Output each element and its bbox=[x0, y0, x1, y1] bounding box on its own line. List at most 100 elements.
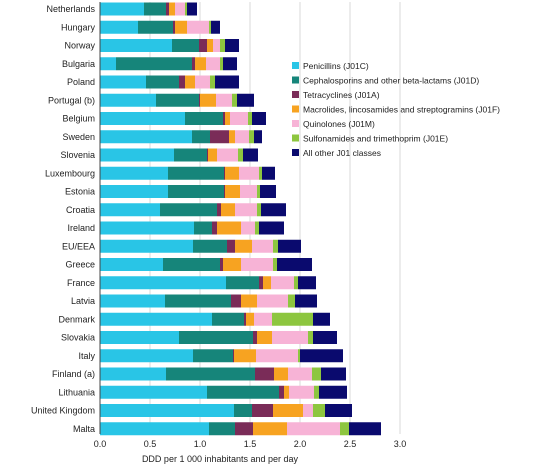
bar-segment bbox=[185, 75, 195, 89]
bar-segment bbox=[193, 349, 233, 363]
x-tick-label: 2.0 bbox=[294, 439, 307, 449]
bar-segment bbox=[100, 112, 185, 125]
bar-segment bbox=[226, 276, 259, 290]
bar-segment bbox=[192, 57, 195, 71]
bar-segment bbox=[166, 2, 169, 16]
bar-segment bbox=[100, 93, 156, 107]
bar-segment bbox=[223, 112, 225, 125]
bar-segment bbox=[277, 258, 312, 271]
bar-segment bbox=[254, 130, 262, 144]
bar-segment bbox=[100, 258, 163, 271]
bar-segment bbox=[195, 57, 206, 71]
bar-segment bbox=[212, 221, 217, 235]
legend-swatch bbox=[292, 76, 299, 84]
bar-segment bbox=[321, 367, 346, 381]
bar-segment bbox=[220, 57, 223, 71]
category-label: Finland (a) bbox=[52, 369, 95, 379]
bar-segment bbox=[174, 148, 207, 162]
bar-segment bbox=[225, 39, 239, 52]
bar-segment bbox=[221, 203, 235, 217]
category-label: Bulgaria bbox=[62, 59, 95, 69]
bar-segment bbox=[240, 185, 257, 198]
bar-segment bbox=[231, 294, 241, 308]
bar-segment bbox=[216, 93, 232, 107]
x-axis-title: DDD per 1 000 inhabitants and per day bbox=[142, 454, 299, 464]
bar-segment bbox=[232, 93, 237, 107]
bar-segment bbox=[192, 130, 210, 144]
bar-segment bbox=[273, 239, 278, 253]
bar-segment bbox=[246, 312, 254, 326]
bar-segment bbox=[208, 148, 217, 162]
bar-segment bbox=[217, 203, 221, 217]
bar-segment bbox=[284, 385, 289, 399]
bar-segment bbox=[249, 130, 254, 144]
bar-segment bbox=[259, 221, 284, 235]
bar-segment bbox=[100, 166, 168, 180]
bar-segment bbox=[209, 422, 235, 436]
bar-segment bbox=[100, 203, 160, 217]
bar-segment bbox=[255, 367, 274, 381]
bar-segment bbox=[230, 112, 248, 125]
bar-segment bbox=[100, 130, 192, 144]
bar-segment bbox=[199, 93, 200, 107]
bar-segment bbox=[194, 221, 212, 235]
legend-label: Sulfonamides and trimethoprim (J01E) bbox=[303, 134, 448, 144]
category-label: EU/EEA bbox=[62, 241, 95, 251]
bar-segment bbox=[100, 422, 209, 436]
bar-segment bbox=[225, 185, 240, 198]
bar-series bbox=[100, 2, 381, 436]
bar-segment bbox=[175, 2, 185, 16]
bar-segment bbox=[238, 148, 243, 162]
bar-segment bbox=[252, 404, 273, 417]
category-label: Luxembourg bbox=[45, 168, 95, 178]
bar-segment bbox=[195, 75, 210, 89]
legend-swatch bbox=[292, 62, 299, 69]
bar-segment bbox=[187, 20, 209, 34]
legend-swatch bbox=[292, 120, 299, 127]
bar-segment bbox=[319, 385, 347, 399]
bar-segment bbox=[227, 239, 235, 253]
bar-segment bbox=[100, 331, 179, 344]
legend-swatch bbox=[292, 149, 299, 156]
bar-segment bbox=[223, 57, 237, 71]
bar-segment bbox=[211, 20, 220, 34]
bar-segment bbox=[179, 75, 185, 89]
bar-segment bbox=[169, 2, 175, 16]
bar-segment bbox=[193, 239, 227, 253]
bar-segment bbox=[100, 20, 138, 34]
bar-segment bbox=[217, 221, 241, 235]
bar-segment bbox=[254, 312, 272, 326]
bar-segment bbox=[298, 276, 316, 290]
bar-segment bbox=[100, 2, 144, 16]
x-tick-label: 1.0 bbox=[194, 439, 207, 449]
bar-segment bbox=[313, 331, 337, 344]
bar-segment bbox=[225, 166, 239, 180]
bar-segment bbox=[255, 221, 259, 235]
bar-segment bbox=[241, 221, 255, 235]
bar-segment bbox=[100, 185, 168, 198]
bar-segment bbox=[209, 20, 211, 34]
category-label: Ireland bbox=[67, 223, 95, 233]
legend-swatch bbox=[292, 105, 299, 113]
bar-segment bbox=[223, 258, 241, 271]
bar-segment bbox=[100, 404, 234, 417]
bar-segment bbox=[273, 258, 277, 271]
bar-segment bbox=[260, 185, 276, 198]
bar-segment bbox=[273, 404, 303, 417]
bar-segment bbox=[146, 75, 179, 89]
category-labels: Netherlands Hungary Norway Bulgaria Poland Po… bbox=[31, 4, 96, 434]
category-label: Denmark bbox=[58, 314, 95, 324]
category-label: France bbox=[67, 278, 95, 288]
category-label: Hungary bbox=[61, 22, 96, 32]
bar-segment bbox=[225, 112, 230, 125]
bar-segment bbox=[168, 166, 224, 180]
bar-segment bbox=[173, 20, 175, 34]
bar-segment bbox=[243, 148, 258, 162]
category-label: Lithuania bbox=[58, 387, 95, 397]
legend-swatch bbox=[292, 91, 299, 98]
bar-segment bbox=[168, 185, 224, 198]
bar-segment bbox=[224, 166, 225, 180]
bar-segment bbox=[278, 239, 301, 253]
bar-segment bbox=[206, 57, 220, 71]
bar-segment bbox=[207, 385, 279, 399]
